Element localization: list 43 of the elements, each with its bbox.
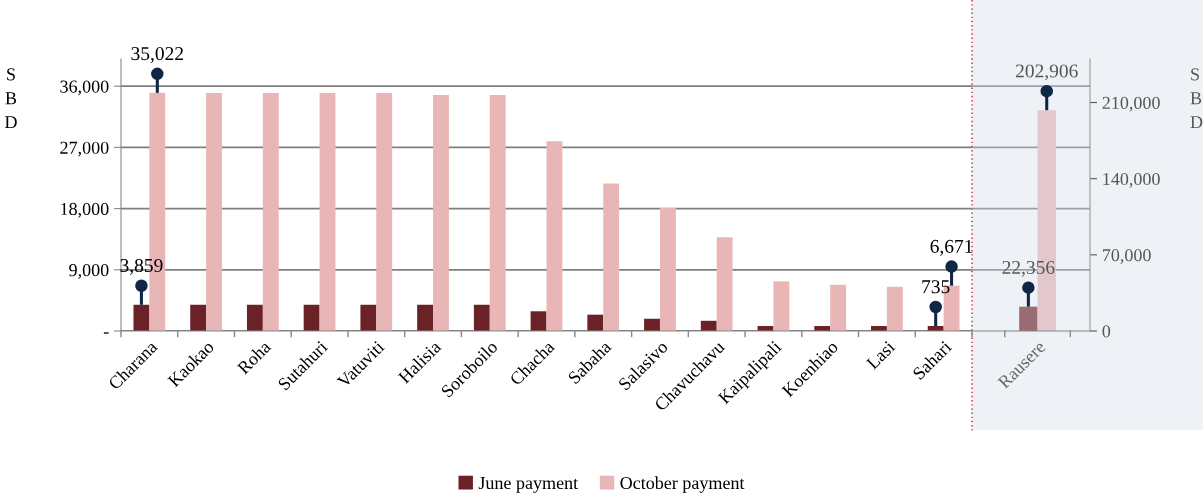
bar: [830, 284, 847, 331]
bar: [489, 95, 506, 331]
y-tick-label: 9,000: [69, 264, 109, 279]
y-axis-title: SBD: [5, 68, 17, 129]
bar: [190, 304, 207, 331]
bar: [603, 183, 620, 331]
bar: [473, 304, 490, 331]
y2-tick-label: 0: [1102, 325, 1111, 338]
bar: [644, 318, 660, 331]
bar: [659, 207, 676, 331]
annotation: 22,356: [1002, 260, 1055, 277]
bar: [360, 304, 377, 331]
bar: [376, 93, 393, 331]
y-tick-label: 18,000: [61, 202, 109, 218]
bar: [133, 304, 150, 331]
bar: [530, 311, 547, 331]
bar: [587, 314, 604, 331]
annotation: 35,022: [131, 47, 183, 63]
annotation: 202,906: [1015, 64, 1078, 81]
y2-tick-label: 70,000: [1103, 249, 1151, 264]
y-tick-label: -: [103, 332, 109, 334]
bar: [546, 141, 563, 331]
y2-tick-label: 210,000: [1102, 96, 1160, 112]
y2-axis-title: SBD: [1190, 68, 1203, 129]
legend-label: October payment: [620, 476, 745, 493]
annotation: 3,859: [120, 258, 163, 275]
x-tick-label: Lasi: [865, 339, 896, 370]
bar: [206, 93, 222, 331]
y2-tick-label: 140,000: [1103, 172, 1160, 188]
y-tick-label: 27,000: [60, 141, 109, 157]
bar: [773, 281, 790, 331]
bar: [886, 286, 903, 331]
bar: [716, 237, 733, 331]
bar: [417, 304, 434, 331]
bar: [246, 304, 263, 331]
y-tick-label: 36,000: [60, 80, 109, 96]
annotation: 735: [922, 280, 950, 294]
bar: [433, 95, 449, 331]
bar: [319, 93, 336, 331]
bar: [303, 304, 320, 331]
bar: [262, 93, 279, 331]
legend-label: June payment: [478, 477, 579, 493]
annotation: 6,671: [930, 239, 973, 256]
